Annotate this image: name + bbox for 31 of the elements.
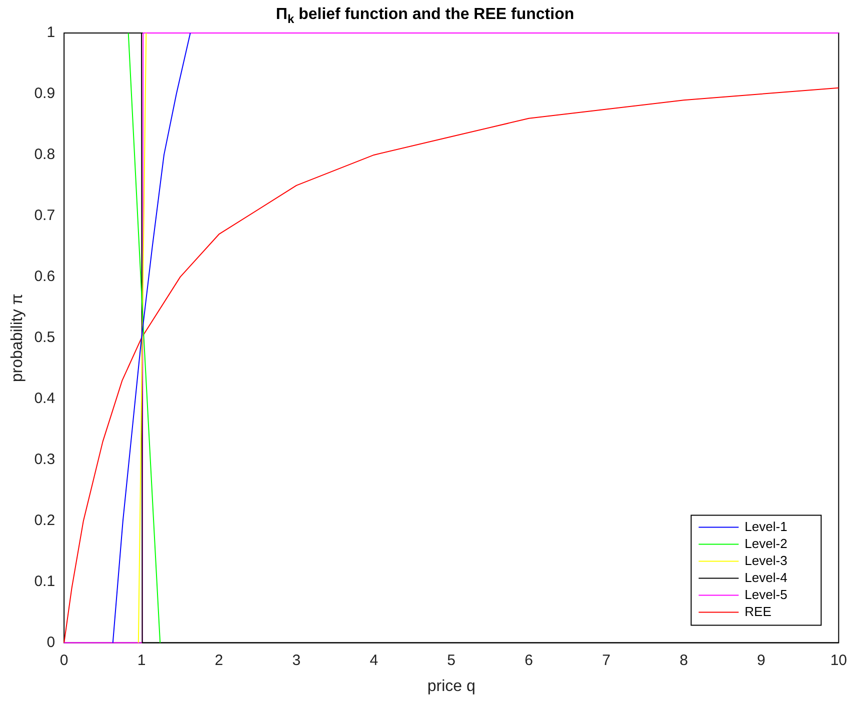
legend-label: Level-4 (744, 570, 788, 585)
x-tick-label: 3 (292, 652, 301, 669)
chart-title: Π$_{k}$ belief function and the REE function (276, 6, 574, 26)
x-tick-label: 0 (60, 652, 68, 669)
y-tick-label: 0.4 (34, 390, 56, 408)
x-tick-label: 7 (602, 652, 610, 669)
x-tick-label: 6 (524, 652, 533, 669)
y-tick-label: 0.9 (34, 85, 56, 102)
legend-label: Level-3 (744, 552, 788, 568)
y-tick-label: 0.2 (34, 512, 56, 529)
y-tick-label: 0.6 (34, 268, 56, 286)
legend-label: REE (744, 604, 772, 619)
y-tick-label: 0 (46, 634, 56, 651)
legend-label: Level-1 (744, 518, 788, 534)
y-tick-label: 0.5 (34, 329, 56, 346)
y-axis-title: probability π (9, 294, 26, 382)
x-axis-title: price q (427, 678, 476, 695)
x-tick-label: 1 (137, 652, 146, 669)
y-tick-label: 0.1 (34, 572, 56, 590)
x-tick-label: 2 (214, 652, 224, 669)
y-tick-label: 0.8 (34, 146, 56, 164)
legend-label: Level-2 (744, 536, 788, 551)
x-tick-label: 8 (680, 652, 688, 669)
x-tick-label: 5 (447, 652, 456, 669)
x-tick-label: 9 (757, 652, 766, 669)
y-tick-label: 0.7 (34, 207, 56, 224)
x-tick-label: 4 (370, 652, 378, 669)
y-tick-label: 1 (46, 24, 56, 42)
x-tick-label: 10 (830, 652, 847, 669)
y-tick-label: 0.3 (34, 451, 56, 468)
legend-label: Level-5 (744, 586, 788, 602)
